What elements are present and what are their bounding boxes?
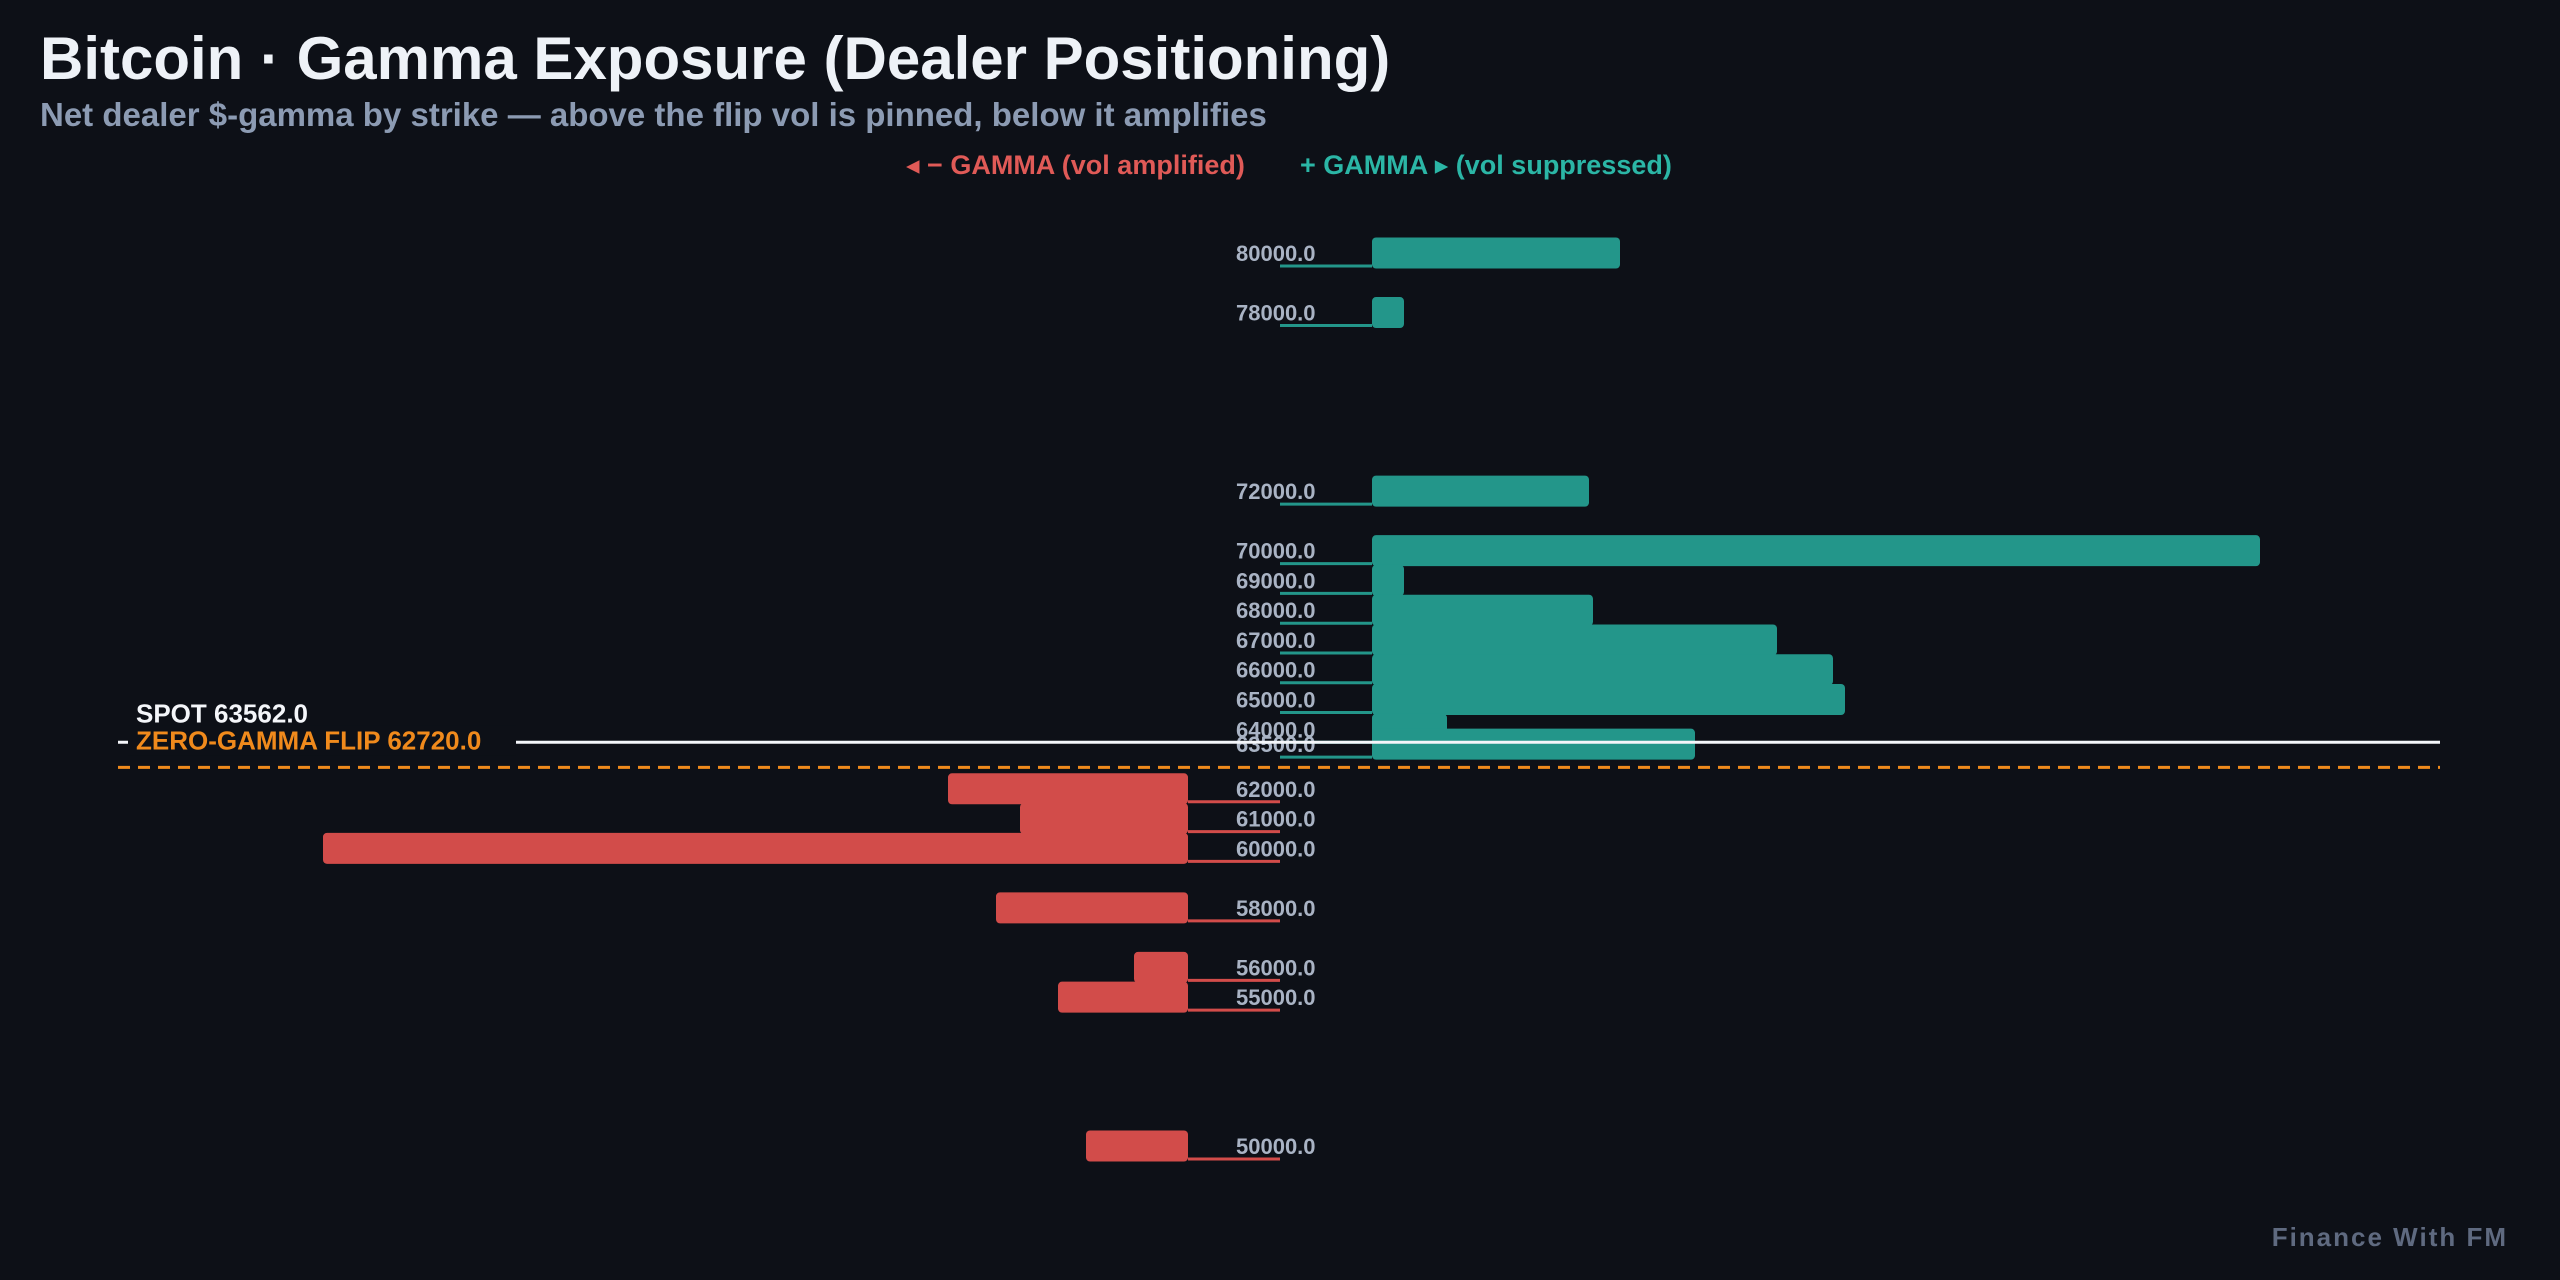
gamma-bar-55000	[1058, 981, 1188, 1013]
zero-gamma-flip-label: ZERO-GAMMA FLIP 62720.0	[136, 725, 481, 755]
gamma-bar-72000	[1372, 475, 1589, 507]
strike-label-50000: 50000.0	[1236, 1134, 1316, 1159]
strike-label-61000: 61000.0	[1236, 807, 1316, 832]
strike-label-63500: 63500.0	[1236, 732, 1316, 757]
strike-label-72000: 72000.0	[1236, 479, 1316, 504]
strike-label-70000: 70000.0	[1236, 539, 1316, 564]
strike-label-55000: 55000.0	[1236, 985, 1316, 1010]
gamma-bar-69000	[1372, 564, 1404, 596]
chart-title: Bitcoin · Gamma Exposure (Dealer Positio…	[40, 25, 1391, 92]
strike-label-64000: 64000.0	[1236, 717, 1316, 742]
flip-label-backdrop	[128, 725, 516, 756]
legend-positive-gamma: + GAMMA ▸ (vol suppressed)	[1300, 150, 1672, 180]
gamma-bar-62000	[948, 773, 1188, 805]
gamma-bar-65000	[1372, 684, 1845, 715]
strike-label-65000: 65000.0	[1236, 688, 1316, 713]
gamma-bar-56000	[1134, 951, 1188, 983]
strike-label-68000: 68000.0	[1236, 598, 1316, 623]
gamma-bar-78000	[1372, 297, 1404, 329]
strike-label-58000: 58000.0	[1236, 896, 1316, 921]
gamma-bar-61000	[1020, 803, 1188, 835]
strike-label-78000: 78000.0	[1236, 301, 1316, 326]
footer-watermark: Finance With FM	[2271, 1222, 2508, 1252]
gamma-bar-66000	[1372, 654, 1833, 686]
strike-label-60000: 60000.0	[1236, 836, 1316, 861]
gamma-bar-70000	[1372, 535, 2260, 567]
spot-label: SPOT 63562.0	[136, 698, 308, 728]
gamma-bar-63500	[1372, 728, 1695, 760]
strike-label-56000: 56000.0	[1236, 955, 1316, 980]
gamma-bar-68000	[1372, 594, 1593, 626]
gamma-bar-80000	[1372, 237, 1620, 269]
strike-label-66000: 66000.0	[1236, 658, 1316, 683]
strike-label-80000: 80000.0	[1236, 241, 1316, 266]
gamma-bar-67000	[1372, 624, 1777, 656]
chart-subtitle: Net dealer $-gamma by strike — above the…	[40, 96, 1267, 133]
gamma-bar-58000	[996, 892, 1188, 924]
gamma-bar-50000	[1086, 1130, 1188, 1162]
strike-label-67000: 67000.0	[1236, 628, 1316, 653]
strike-label-62000: 62000.0	[1236, 777, 1316, 802]
legend-negative-gamma: ◂ − GAMMA (vol amplified)	[906, 150, 1245, 180]
gamma-bar-60000	[323, 832, 1188, 864]
strike-label-69000: 69000.0	[1236, 568, 1316, 593]
